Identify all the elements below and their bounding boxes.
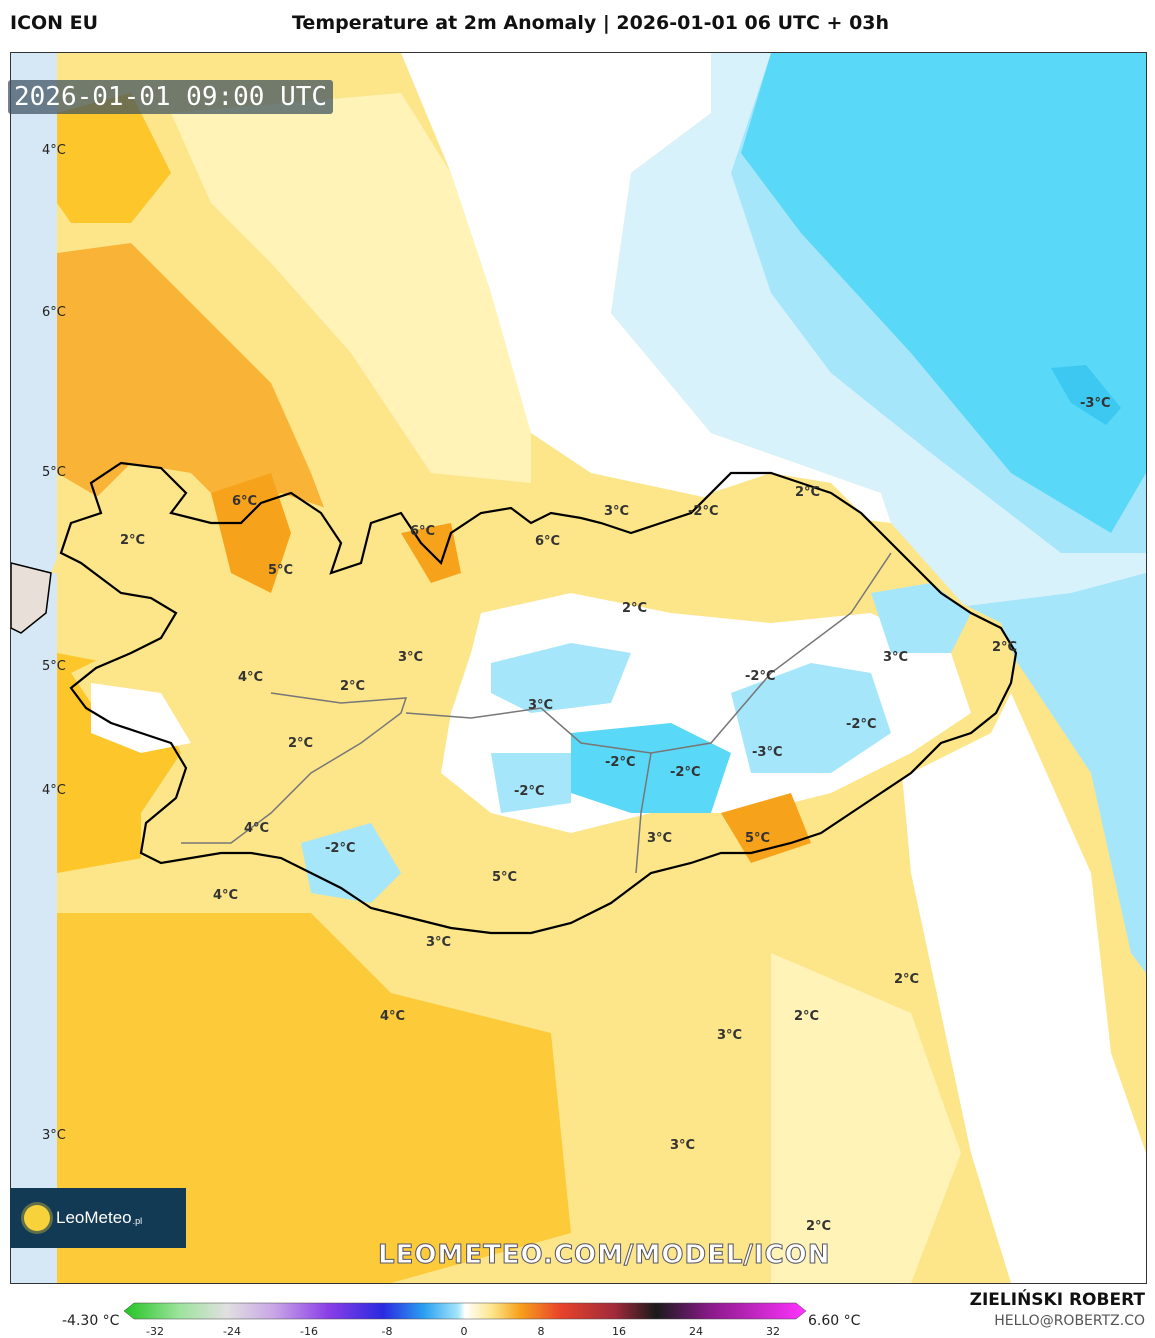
model-url-watermark: LEOMETEO.COM/MODEL/ICON [378,1240,831,1271]
warm-spot-southeast [721,793,811,863]
iceland-coastline [59,461,1018,935]
colorbar-tick: -32 [146,1325,164,1338]
contour-label: -2°C [514,784,545,799]
cold-interior-4 [491,753,571,813]
contour-label: 4°C [238,670,264,685]
map-label: 4°C [42,143,66,158]
cold-interior-1 [491,643,631,713]
very-cold-band-ne [741,53,1146,533]
contour-label: 3°C [604,504,630,519]
cold-band-e [911,573,1146,973]
map-label: 3°C [42,1128,66,1143]
logo-suffix: .pl [132,1216,143,1226]
road-west [181,692,408,844]
contour-label: -2°C [605,755,636,770]
map-label: 5°C [42,659,66,674]
valid-time-badge: 2026-01-01 09:00 UTC [8,80,334,114]
model-name: ICON EU [10,12,99,34]
author-email[interactable]: HELLO@ROBERTZ.CO [994,1313,1145,1329]
colorbar-tick: 24 [689,1325,703,1338]
contour-label: -2°C [670,765,701,780]
colorbar-tick: -24 [223,1325,241,1338]
contour-label: 2°C [806,1219,832,1234]
map-canvas [11,53,1146,1283]
contour-label: 2°C [894,972,920,987]
contour-label: 4°C [213,888,239,903]
contour-label: -3°C [752,745,783,760]
contour-label: -2°C [745,669,776,684]
contour-label: 3°C [717,1028,743,1043]
sun-icon [24,1205,50,1231]
warm-region-n [57,93,171,223]
cold-interior-3 [731,663,891,773]
cold-interior-6 [871,583,971,653]
contour-label: 4°C [244,821,270,836]
map-label: 5°C [42,465,66,480]
contour-label: 3°C [670,1138,696,1153]
contour-label: 2°C [120,533,146,548]
contour-label: 2°C [795,485,821,500]
west-edge-band [11,53,57,1283]
neutral-band-e [891,653,1146,1283]
contour-label: 3°C [528,698,554,713]
contour-label: 2°C [288,736,314,751]
colorbar-tick: -16 [300,1325,318,1338]
light-region-n [171,93,531,483]
contour-label: 2°C [340,679,366,694]
contour-label: 2°C [794,1009,820,1024]
cold-interior-2 [571,723,731,813]
road-south [635,752,652,874]
colorbar-max-label: 6.60 °C [808,1313,861,1329]
warm-spot-west [211,473,291,593]
contour-label: 6°C [410,524,436,539]
contour-label: 4°C [380,1009,406,1024]
leometeo-logo[interactable]: LeoMeteo .pl [10,1188,186,1248]
colorbar-tick: -8 [381,1325,393,1338]
cold-spot-ne [1051,365,1121,425]
colorbar-min-label: -4.30 °C [62,1313,120,1329]
contour-label: 6°C [535,534,561,549]
contour-label: 5°C [745,831,771,846]
author-name: ZIELIŃSKI ROBERT [969,1290,1145,1310]
colorbar [124,1302,806,1320]
contour-label: 6°C [232,494,258,509]
neutral-snaefellsnes [91,683,191,753]
map-label: 6°C [42,305,66,320]
light-region-se [771,953,961,1283]
greenland-coast [11,562,52,634]
colorbar-tick: 8 [537,1325,545,1338]
contour-label: 3°C [883,650,909,665]
contour-label: -3°C [1080,396,1111,411]
contour-label: -2°C [688,504,719,519]
chart-title: Temperature at 2m Anomaly | 2026-01-01 0… [292,12,890,34]
contour-label: 5°C [492,870,518,885]
colorbar-tick: 0 [460,1325,468,1338]
contour-label: 3°C [398,650,424,665]
neutral-band-n [401,53,891,523]
contour-label: 2°C [992,640,1018,655]
map-label: 4°C [42,783,66,798]
contour-label: 5°C [268,563,294,578]
cold-interior-5 [301,823,401,903]
contour-label: 2°C [622,601,648,616]
logo-brand: LeoMeteo [56,1208,132,1227]
contour-label: 3°C [647,831,673,846]
contour-label: 3°C [426,935,452,950]
colorbar-tick: 16 [612,1325,626,1338]
contour-label: -2°C [846,717,877,732]
anomaly-map [10,52,1147,1284]
contour-label: -2°C [325,841,356,856]
colorbar-tick: 32 [766,1325,780,1338]
